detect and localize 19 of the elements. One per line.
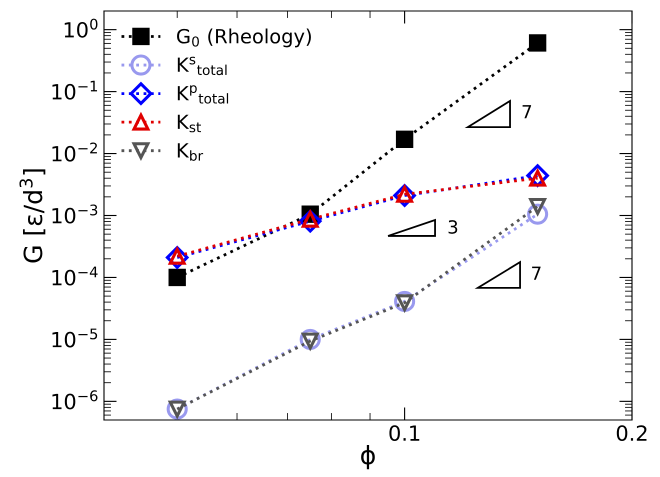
annotation: 7 bbox=[532, 266, 541, 280]
legend-label: G$_{0}$ (Rheology) bbox=[177, 28, 311, 48]
annotation: 7 bbox=[522, 105, 532, 118]
y-tick-label: 10$^{−6}$ bbox=[52, 390, 98, 410]
y-tick-label: 10$^{−1}$ bbox=[52, 80, 98, 100]
y-axis-title: G [ε/d$^{3}$] bbox=[19, 169, 46, 262]
y-tick-label: 10$^{0}$ bbox=[64, 18, 98, 38]
legend-label: K$^{p}$$_{total}$ bbox=[178, 85, 228, 104]
x-axis-title: ϕ bbox=[361, 445, 375, 470]
annotation: 3 bbox=[448, 220, 458, 234]
legend-label: K$^{s}$$_{total}$ bbox=[178, 56, 227, 76]
y-tick-label: 10$^{−4}$ bbox=[52, 266, 98, 286]
x-tick-label: 0.1 bbox=[389, 425, 420, 441]
y-tick-label: 10$^{−5}$ bbox=[52, 328, 98, 348]
legend-label: K$_{st}$ bbox=[178, 114, 201, 132]
x-tick-label: 0.2 bbox=[616, 425, 646, 441]
y-tick-label: 10$^{−2}$ bbox=[52, 142, 97, 162]
legend-label: K$_{br}$ bbox=[178, 143, 204, 161]
y-tick-label: 10$^{−3}$ bbox=[52, 204, 98, 224]
